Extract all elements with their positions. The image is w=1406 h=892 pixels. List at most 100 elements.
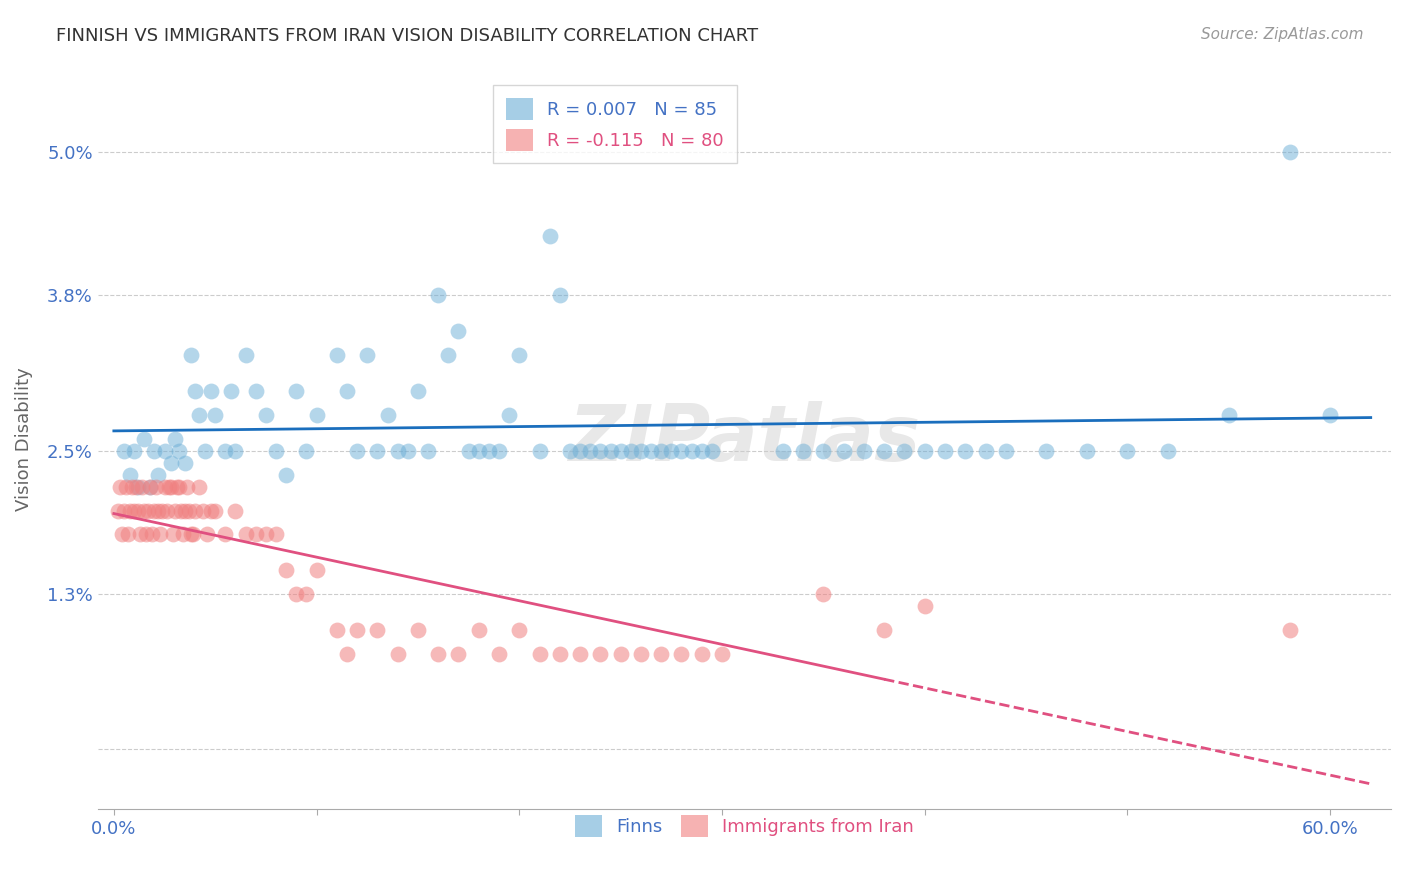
Point: [650, 647, 672, 661]
Point: [221, 384, 243, 398]
Point: [136, 503, 159, 517]
Point: [579, 443, 602, 458]
Point: [159, 456, 181, 470]
Point: [659, 443, 682, 458]
Point: [548, 647, 571, 661]
Point: [181, 527, 204, 541]
Point: [914, 599, 936, 613]
Point: [191, 503, 214, 517]
Point: [184, 384, 207, 398]
Point: [589, 647, 612, 661]
Point: [630, 443, 652, 458]
Point: [508, 623, 530, 637]
Point: [172, 527, 194, 541]
Point: [188, 480, 211, 494]
Point: [569, 443, 592, 458]
Point: [295, 587, 318, 601]
Point: [107, 503, 129, 517]
Point: [173, 456, 195, 470]
Point: [122, 503, 145, 517]
Point: [671, 443, 693, 458]
Point: [254, 408, 277, 422]
Point: [155, 503, 177, 517]
Point: [630, 647, 652, 661]
Point: [690, 647, 713, 661]
Point: [167, 480, 190, 494]
Point: [153, 443, 176, 458]
Point: [152, 503, 174, 517]
Point: [176, 480, 198, 494]
Point: [1278, 623, 1301, 637]
Point: [194, 443, 217, 458]
Point: [148, 503, 170, 517]
Point: [134, 503, 156, 517]
Point: [276, 467, 298, 482]
Point: [366, 623, 388, 637]
Point: [366, 443, 388, 458]
Point: [620, 443, 643, 458]
Point: [143, 503, 166, 517]
Point: [214, 527, 236, 541]
Point: [387, 647, 409, 661]
Point: [195, 527, 218, 541]
Point: [468, 443, 491, 458]
Point: [416, 443, 439, 458]
Point: [873, 623, 896, 637]
Point: [914, 443, 936, 458]
Point: [326, 348, 349, 362]
Point: [115, 480, 138, 494]
Point: [120, 503, 142, 517]
Point: [235, 527, 257, 541]
Point: [180, 527, 202, 541]
Point: [162, 527, 184, 541]
Point: [177, 503, 200, 517]
Point: [558, 443, 581, 458]
Point: [305, 408, 328, 422]
Point: [139, 480, 162, 494]
Point: [336, 384, 359, 398]
Point: [129, 527, 152, 541]
Point: [295, 443, 318, 458]
Point: [538, 228, 561, 243]
Point: [157, 480, 180, 494]
Point: [508, 348, 530, 362]
Point: [214, 443, 236, 458]
Point: [700, 443, 723, 458]
Point: [599, 443, 621, 458]
Point: [346, 623, 368, 637]
Point: [1076, 443, 1098, 458]
Point: [1319, 408, 1341, 422]
Point: [832, 443, 855, 458]
Point: [1218, 408, 1240, 422]
Point: [671, 647, 693, 661]
Point: [955, 443, 977, 458]
Point: [149, 527, 172, 541]
Point: [447, 647, 470, 661]
Text: Source: ZipAtlas.com: Source: ZipAtlas.com: [1201, 27, 1364, 42]
Point: [457, 443, 479, 458]
Point: [772, 443, 794, 458]
Point: [711, 647, 734, 661]
Point: [122, 443, 145, 458]
Point: [276, 563, 298, 577]
Point: [167, 443, 190, 458]
Point: [356, 348, 378, 362]
Point: [893, 443, 915, 458]
Point: [145, 480, 167, 494]
Point: [437, 348, 460, 362]
Point: [112, 443, 135, 458]
Point: [117, 527, 139, 541]
Point: [427, 647, 450, 661]
Point: [200, 384, 222, 398]
Point: [447, 324, 470, 338]
Point: [488, 443, 510, 458]
Point: [478, 443, 501, 458]
Point: [141, 527, 163, 541]
Point: [163, 503, 186, 517]
Point: [589, 443, 612, 458]
Point: [1035, 443, 1057, 458]
Point: [204, 503, 226, 517]
Point: [529, 647, 551, 661]
Point: [569, 647, 592, 661]
Point: [650, 443, 672, 458]
